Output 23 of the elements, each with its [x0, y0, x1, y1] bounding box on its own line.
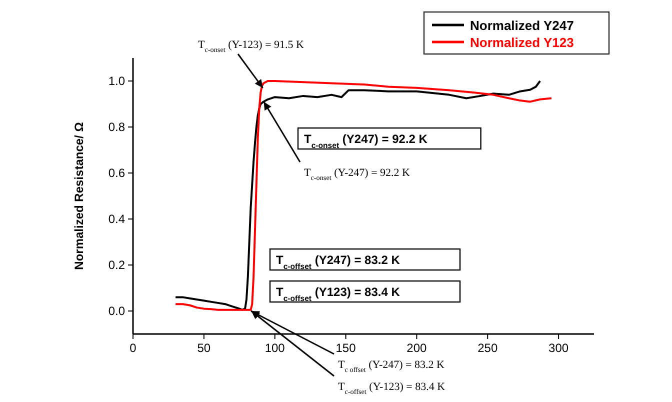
y-tick-label: 1.0: [108, 74, 126, 88]
annotation: T$_{c-offset}$ (Y123) = 83.4 K: [276, 285, 400, 302]
annotation: T$_{c-offset}$ (Y-123) = 83.4 K: [338, 381, 446, 396]
x-tick-label: 50: [197, 341, 211, 355]
y-tick-label: 0.2: [108, 258, 126, 272]
annotation: T$_{c-offset}$ (Y247) = 83.2 K: [276, 253, 400, 270]
annotation: T$_{c offset}$ (Y-247) = 83.2 K: [338, 359, 444, 374]
legend-label: Normalized Y123: [470, 35, 574, 50]
x-tick-label: 300: [548, 341, 569, 355]
x-tick-label: 0: [130, 341, 137, 355]
annotation: T$_{c-onset}$ (Y-247) = 92.2 K: [304, 167, 410, 182]
y-axis-title: Normalized Resistance/ Ω: [72, 122, 86, 270]
y-tick-label: 0.0: [108, 304, 126, 318]
annotation: T$_{c-onset}$ (Y247) = 92.2 K: [304, 132, 428, 150]
legend-label: Normalized Y247: [470, 18, 574, 33]
x-tick-label: 100: [264, 341, 286, 355]
y-tick-label: 0.8: [108, 120, 126, 134]
y-tick-label: 0.6: [108, 166, 126, 180]
x-tick-label: 200: [406, 341, 428, 355]
y-tick-label: 0.4: [108, 212, 126, 226]
x-tick-label: 150: [336, 341, 356, 355]
annotation: T$_{c-onset}$ (Y-123) = 91.5 K: [198, 39, 304, 54]
x-tick-label: 250: [478, 341, 498, 355]
